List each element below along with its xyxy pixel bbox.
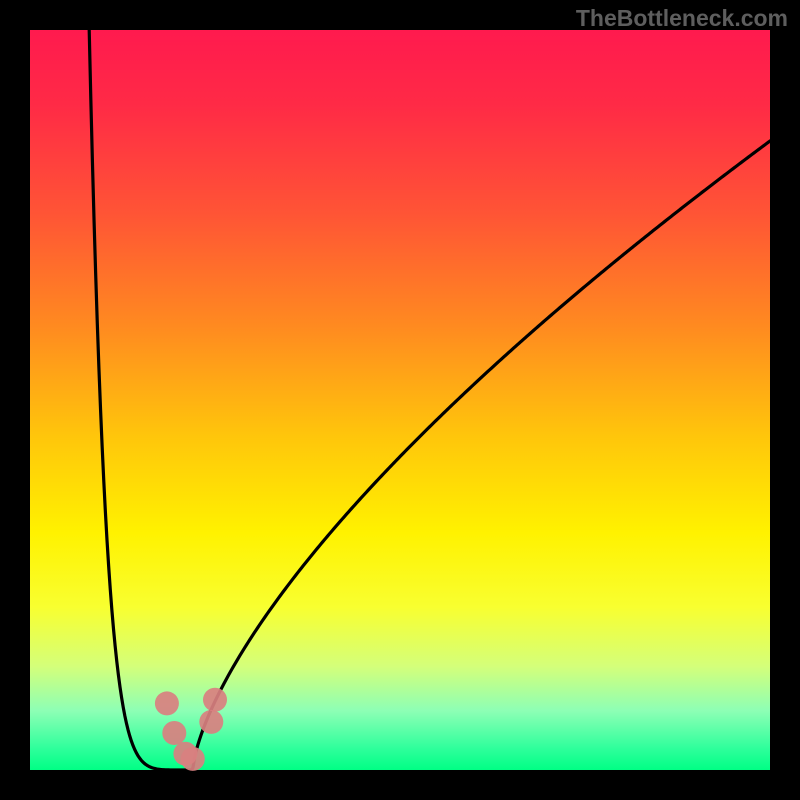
marker-dot [155, 691, 179, 715]
marker-dot [199, 710, 223, 734]
chart-container: TheBottleneck.com [0, 0, 800, 800]
marker-dot [162, 721, 186, 745]
plot-svg [0, 0, 800, 800]
plot-background [30, 30, 770, 770]
marker-dot [181, 747, 205, 771]
marker-dot [203, 688, 227, 712]
